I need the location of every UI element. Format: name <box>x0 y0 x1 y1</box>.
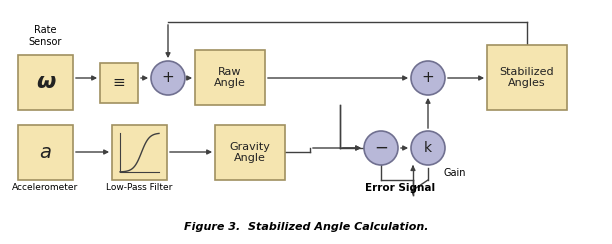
Text: Low-Pass Filter: Low-Pass Filter <box>106 183 172 192</box>
Text: Rate
Sensor: Rate Sensor <box>28 25 62 47</box>
Bar <box>18 125 73 180</box>
Bar <box>215 125 285 180</box>
Text: k: k <box>424 141 432 155</box>
Circle shape <box>151 61 185 95</box>
Circle shape <box>364 131 398 165</box>
Text: Figure 3.  Stabilized Angle Calculation.: Figure 3. Stabilized Angle Calculation. <box>184 222 428 232</box>
Text: +: + <box>162 71 174 85</box>
Bar <box>487 45 567 110</box>
Text: Error Signal: Error Signal <box>365 183 435 193</box>
Text: a: a <box>40 143 51 162</box>
Text: ≡: ≡ <box>113 75 125 91</box>
Text: Raw
Angle: Raw Angle <box>214 67 246 88</box>
Circle shape <box>411 61 445 95</box>
Bar <box>18 55 73 110</box>
Bar <box>195 50 265 105</box>
Circle shape <box>411 131 445 165</box>
Text: −: − <box>374 139 388 157</box>
Bar <box>100 63 138 103</box>
Text: Accelerometer: Accelerometer <box>12 183 78 192</box>
Text: ω: ω <box>36 72 55 92</box>
Text: Gain: Gain <box>443 168 466 178</box>
Text: +: + <box>422 71 435 85</box>
Text: Gravity
Angle: Gravity Angle <box>230 142 271 163</box>
Text: Stabilized
Angles: Stabilized Angles <box>499 67 554 88</box>
Bar <box>112 125 167 180</box>
